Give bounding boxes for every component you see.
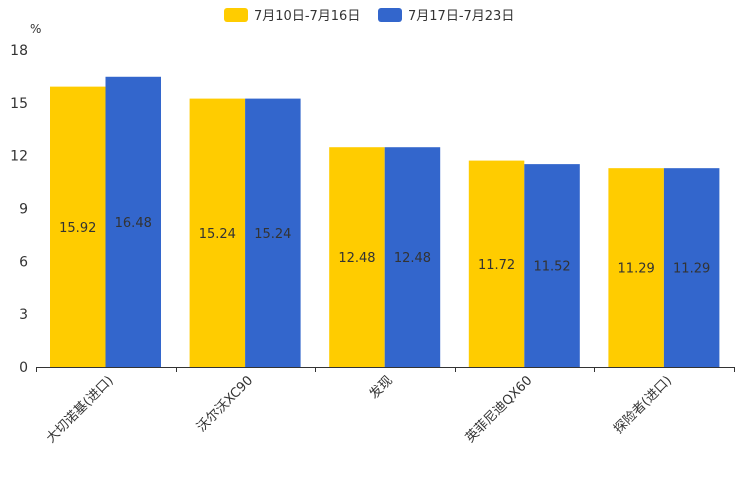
data-label: 16.48 [115, 216, 152, 231]
data-label: 12.48 [394, 251, 431, 266]
y-tick-label: 15 [10, 96, 28, 112]
bar [524, 164, 580, 367]
legend-swatch [224, 8, 248, 22]
bar [608, 168, 664, 367]
data-label: 11.29 [673, 262, 710, 277]
bar [245, 98, 301, 368]
legend-label: 7月17日-7月23日 [408, 9, 514, 24]
y-tick-label: 0 [19, 360, 28, 376]
bar [329, 147, 385, 367]
bar [384, 147, 441, 367]
data-label: 11.29 [618, 262, 655, 277]
data-label: 15.92 [59, 221, 96, 236]
data-label: 15.24 [254, 227, 291, 242]
y-tick-label: 3 [19, 307, 28, 323]
bar [663, 168, 720, 367]
data-label: 12.48 [338, 251, 375, 266]
legend-swatch [378, 8, 402, 22]
y-tick-label: 9 [19, 202, 28, 218]
data-label: 15.24 [199, 227, 236, 242]
data-label: 11.72 [478, 258, 515, 273]
x-tick-label: 发现 [366, 373, 396, 403]
y-tick-label: 6 [19, 254, 28, 270]
data-label: 11.52 [533, 260, 570, 275]
bar [468, 160, 525, 367]
x-tick-label: 英菲尼迪QX60 [463, 373, 536, 446]
x-tick-label: 大切诺基(进口) [44, 373, 117, 446]
bar [189, 98, 246, 368]
x-tick-label: 探险者(进口) [611, 373, 675, 437]
y-tick-label: 12 [10, 149, 28, 165]
bar [105, 76, 161, 367]
bar [50, 86, 106, 368]
y-axis-label: % [30, 22, 41, 36]
x-tick-label: 沃尔沃XC90 [194, 373, 256, 435]
y-tick-label: 18 [10, 43, 28, 59]
legend-label: 7月10日-7月16日 [254, 9, 360, 24]
